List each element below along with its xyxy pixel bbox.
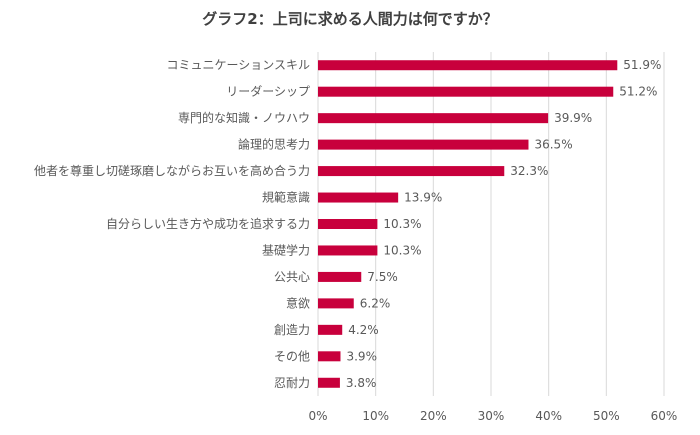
bar — [318, 139, 529, 150]
category-label: 論理的思考力 — [238, 137, 310, 152]
category-label: 自分らしい生き方や成功を追求する力 — [106, 216, 310, 231]
category-label: その他 — [274, 349, 310, 363]
data-label: 51.9% — [623, 58, 661, 72]
category-label: 公共心 — [274, 270, 310, 284]
bar — [318, 113, 549, 124]
category-label: コミュニケーションスキル — [166, 58, 310, 72]
x-tick-label: 50% — [593, 409, 620, 423]
x-tick-label: 60% — [651, 409, 678, 423]
category-label: 創造力 — [274, 323, 310, 337]
bar — [318, 351, 341, 362]
category-label: 他者を尊重し切磋琢磨しながらお互いを高め合う力 — [34, 163, 310, 178]
x-tick-label: 20% — [420, 409, 447, 423]
data-label: 51.2% — [619, 85, 657, 99]
bar — [318, 192, 399, 203]
data-label: 32.3% — [510, 164, 548, 178]
category-label: リーダーシップ — [226, 84, 310, 99]
bar — [318, 60, 618, 71]
x-tick-label: 40% — [535, 409, 562, 423]
category-label: 意欲 — [286, 295, 310, 310]
bar — [318, 166, 505, 177]
data-label: 13.9% — [404, 191, 442, 205]
x-tick-label: 0% — [308, 409, 327, 423]
category-label: 規範意識 — [262, 190, 310, 205]
bar — [318, 245, 378, 256]
bar — [318, 86, 614, 97]
bar — [318, 377, 340, 388]
data-label: 10.3% — [383, 243, 421, 257]
data-label: 3.8% — [346, 376, 377, 390]
bar — [318, 219, 378, 229]
data-label: 10.3% — [383, 217, 421, 231]
x-tick-label: 30% — [478, 409, 505, 423]
data-label: 7.5% — [367, 270, 398, 284]
data-label: 3.9% — [346, 349, 377, 363]
category-label: 忍耐力 — [274, 376, 310, 390]
data-label: 6.2% — [360, 296, 391, 310]
bar — [318, 271, 362, 282]
chart-title: グラフ2：上司に求める人間力は何ですか？ — [202, 10, 498, 28]
data-label: 39.9% — [554, 111, 592, 125]
bar — [318, 324, 343, 335]
data-label: 36.5% — [534, 138, 572, 152]
bar — [318, 298, 354, 309]
category-label: 専門的な知識・ノウハウ — [178, 110, 310, 125]
data-label: 4.2% — [348, 323, 379, 337]
x-tick-label: 10% — [362, 409, 389, 423]
category-label: 基礎学力 — [262, 242, 310, 257]
